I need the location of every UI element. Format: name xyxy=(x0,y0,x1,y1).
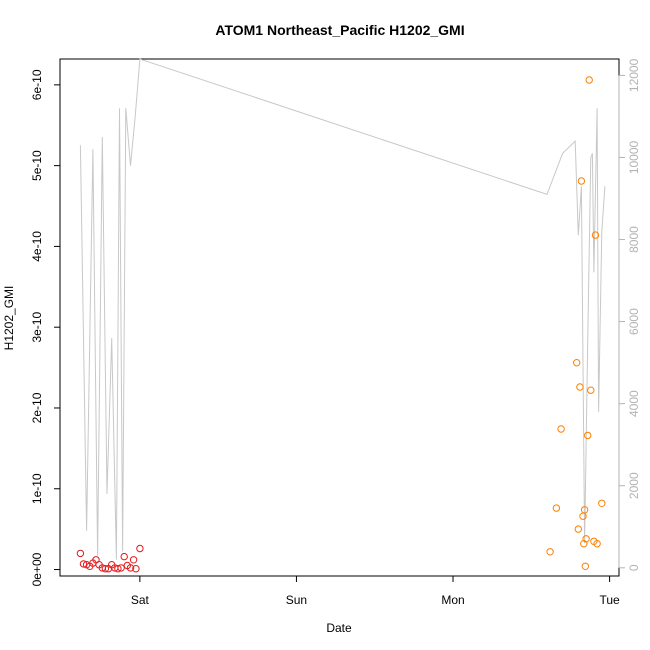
x-tick-label: Sun xyxy=(286,593,307,607)
x-tick-label: Tue xyxy=(599,593,620,607)
plot-frame xyxy=(59,58,620,577)
y-axis-label: H1202_GMI xyxy=(2,286,16,351)
y2-tick-label: 2000 xyxy=(627,472,641,499)
data-point xyxy=(584,431,592,440)
data-point xyxy=(114,565,122,573)
y-tick-label: 4e-10 xyxy=(30,231,44,262)
data-point xyxy=(585,76,593,84)
y-axis-left: 0e+00 1e-10 2e-10 3e-10 4e-10 5e-10 6e-10 xyxy=(30,69,61,586)
data-point xyxy=(580,506,589,514)
data-point xyxy=(577,177,586,185)
y2-tick-label: 8000 xyxy=(627,226,641,253)
data-point xyxy=(120,552,128,561)
data-point xyxy=(552,504,561,512)
y2-tick-label: 4000 xyxy=(627,390,641,417)
data-point xyxy=(591,231,600,239)
data-point xyxy=(132,565,140,573)
data-point xyxy=(582,535,590,543)
data-point xyxy=(576,383,584,391)
data-point xyxy=(598,499,606,507)
y2-tick-label: 10000 xyxy=(627,140,641,174)
data-point xyxy=(129,556,138,564)
x-axis: Sat Sun Mon Tue xyxy=(131,575,620,607)
data-point xyxy=(573,359,581,367)
y-tick-label: 6e-10 xyxy=(30,69,44,100)
data-point xyxy=(117,564,125,572)
point-series xyxy=(76,76,606,573)
y-tick-label: 2e-10 xyxy=(30,392,44,423)
y-tick-label: 1e-10 xyxy=(30,473,44,504)
y2-tick-label: 6000 xyxy=(627,308,641,335)
data-point xyxy=(136,544,144,553)
y-tick-label: 3e-10 xyxy=(30,312,44,343)
data-point xyxy=(557,425,565,433)
y2-tick-label: 12000 xyxy=(627,58,641,92)
y-axis-right: 0 2000 4000 6000 8000 10000 12000 xyxy=(618,58,641,571)
series-line xyxy=(79,58,606,560)
x-tick-label: Mon xyxy=(441,593,464,607)
data-point xyxy=(79,560,88,568)
x-axis-label: Date xyxy=(326,621,352,635)
data-point xyxy=(101,565,110,573)
data-point xyxy=(76,549,85,558)
y2-tick-label: 0 xyxy=(627,564,641,571)
y-tick-label: 0e+00 xyxy=(30,552,44,586)
data-point xyxy=(581,562,589,570)
data-point xyxy=(126,564,135,572)
y-tick-label: 5e-10 xyxy=(30,150,44,181)
data-point xyxy=(546,548,554,556)
line-series xyxy=(79,58,606,560)
data-point xyxy=(593,540,601,548)
data-point xyxy=(574,525,582,533)
x-tick-label: Sat xyxy=(131,593,150,607)
data-point xyxy=(587,386,595,394)
chart-title: ATOM1 Northeast_Pacific H1202_GMI xyxy=(215,22,464,38)
